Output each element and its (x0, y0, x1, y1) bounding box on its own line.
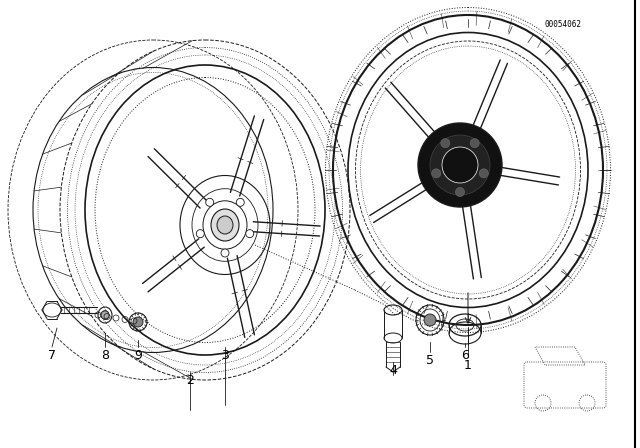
Text: 6: 6 (461, 349, 469, 362)
Text: 5: 5 (426, 353, 434, 366)
Circle shape (442, 147, 478, 183)
Text: 4: 4 (389, 363, 397, 376)
Circle shape (479, 169, 488, 178)
Circle shape (133, 317, 143, 327)
Text: 9: 9 (134, 349, 142, 362)
Circle shape (101, 311, 109, 319)
Text: 7: 7 (48, 349, 56, 362)
Circle shape (196, 230, 204, 237)
Text: 8: 8 (101, 349, 109, 362)
Circle shape (246, 230, 253, 237)
Text: 2: 2 (186, 374, 194, 387)
Ellipse shape (211, 209, 239, 241)
Circle shape (432, 169, 441, 178)
Ellipse shape (217, 216, 233, 234)
Circle shape (430, 135, 490, 195)
Circle shape (205, 198, 214, 207)
Text: 3: 3 (221, 349, 229, 362)
Circle shape (418, 123, 502, 207)
Text: 1: 1 (464, 358, 472, 371)
Circle shape (236, 198, 244, 207)
Circle shape (221, 249, 229, 257)
Circle shape (441, 139, 450, 148)
Circle shape (456, 188, 465, 197)
Circle shape (470, 139, 479, 148)
Text: 00054062: 00054062 (545, 20, 582, 29)
Circle shape (424, 314, 436, 326)
Ellipse shape (101, 310, 109, 319)
